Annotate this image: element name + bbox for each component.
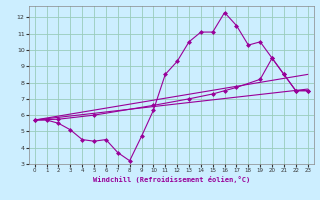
X-axis label: Windchill (Refroidissement éolien,°C): Windchill (Refroidissement éolien,°C) (92, 176, 250, 183)
